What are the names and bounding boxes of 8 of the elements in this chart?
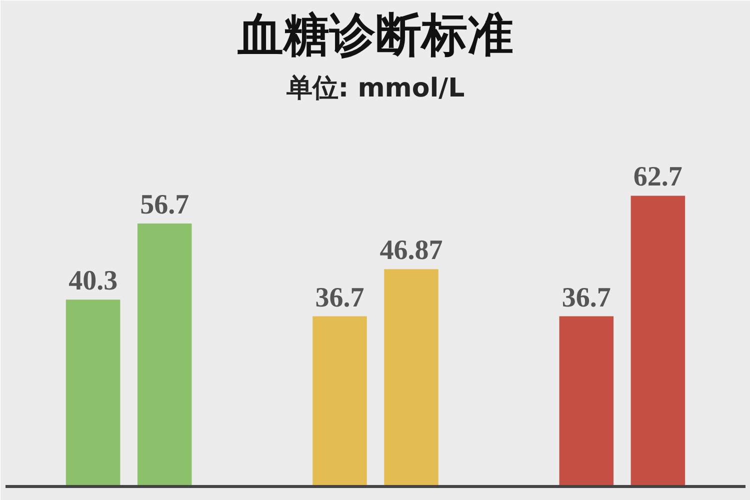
data-label: 40.3 (68, 266, 118, 297)
data-label: 56.7 (140, 190, 190, 221)
data-label: 36.7 (562, 282, 611, 314)
data-label: 46.87 (380, 235, 443, 266)
chart-subtitle: 单位: mmol/L (285, 74, 465, 104)
data-label: 62.7 (633, 162, 682, 193)
chart-title: 血糖诊断标准 (236, 8, 514, 62)
data-label: 36.7 (315, 282, 364, 314)
